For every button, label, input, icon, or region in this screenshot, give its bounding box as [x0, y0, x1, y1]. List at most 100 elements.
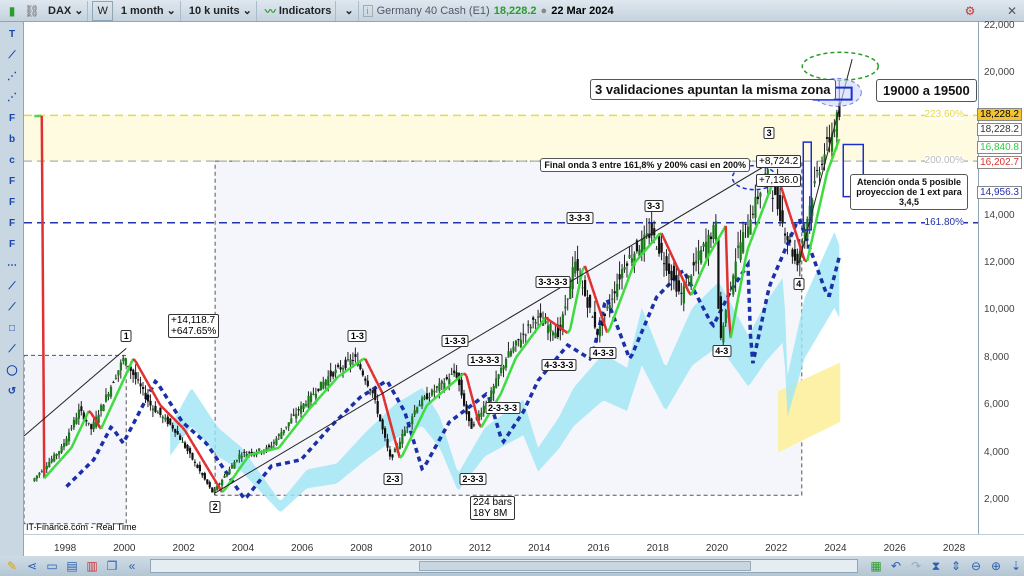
double-left-icon[interactable]: « [128, 559, 136, 573]
fast-ma-segment [810, 227, 816, 240]
drawing-tool-0[interactable]: T [8, 28, 16, 40]
chat-icon[interactable]: ▭ [46, 559, 58, 573]
fast-ma-segment [297, 418, 303, 424]
fast-ma-segment [401, 450, 406, 457]
pencil-icon[interactable]: ✎ [6, 559, 18, 573]
candle-body [430, 389, 434, 396]
candle-body [722, 325, 725, 343]
candle-body [537, 316, 540, 318]
fast-ma-segment [280, 440, 285, 446]
drawing-tool-15[interactable]: ⟋ [8, 343, 16, 355]
drawing-tool-16[interactable]: ◯ [6, 364, 18, 376]
candle-body [833, 129, 836, 132]
close-icon[interactable]: ✕ [1006, 3, 1018, 18]
info-icon[interactable]: i [362, 4, 373, 17]
fast-ma-segment [114, 390, 120, 398]
period-letter[interactable]: W [92, 0, 113, 21]
price-chart[interactable] [23, 22, 978, 534]
fast-ma-segment [183, 429, 189, 436]
wave-label: 4-3-3 [589, 347, 617, 360]
fast-ma-segment [667, 248, 673, 256]
drawing-tool-10[interactable]: F [8, 238, 16, 250]
fast-ma-segment [393, 439, 399, 449]
fast-ma-segment [117, 385, 122, 392]
zoom-in-icon[interactable]: ⊕ [990, 559, 1002, 573]
fast-ma-segment [349, 365, 354, 370]
undo-icon[interactable]: ↶ [890, 559, 902, 573]
candle-body [798, 251, 802, 263]
window-icon[interactable]: ❐ [106, 559, 118, 573]
fast-ma-segment [238, 464, 243, 470]
fast-ma-segment [141, 373, 147, 380]
drawing-tool-13[interactable]: ⟋ [8, 301, 16, 313]
fast-ma-segment [719, 229, 725, 236]
share-icon[interactable]: ⋖ [26, 559, 38, 573]
document-icon[interactable]: ▤ [66, 559, 78, 573]
fast-ma-segment [544, 316, 549, 321]
candle-body [334, 369, 337, 374]
fast-ma-segment [791, 221, 797, 231]
redo-icon[interactable]: ↷ [910, 559, 922, 573]
wave-box [802, 141, 813, 231]
candle-body [433, 390, 436, 393]
price-axis[interactable]: 22,000 20,000 10,000 8,000 6,000 4,000 2,000 14… [977, 20, 1024, 534]
x-tick-label: 2000 [113, 543, 136, 554]
fast-ma-segment [82, 415, 88, 423]
drawing-tool-1[interactable]: ⟋ [8, 49, 16, 61]
drawing-tool-4[interactable]: F [8, 112, 16, 124]
drawing-tool-11[interactable]: ⋯ [7, 259, 17, 271]
drawing-tool-17[interactable]: ↺ [7, 385, 17, 397]
candle-body [248, 452, 251, 454]
horizontal-scrollbar[interactable] [150, 559, 858, 573]
fast-ma-segment [562, 328, 566, 333]
candle-body [818, 171, 821, 176]
zoom-out-icon[interactable]: ⊖ [970, 559, 982, 573]
drawing-tool-9[interactable]: F [8, 217, 16, 229]
zoom-fit-icon[interactable]: ⇕ [950, 559, 962, 573]
drawing-tool-2[interactable]: ⋰ [7, 70, 17, 82]
drawing-tool-7[interactable]: F [8, 175, 16, 187]
candle-body [339, 367, 342, 370]
drawing-tool-5[interactable]: b [8, 133, 16, 145]
time-axis[interactable]: 1998 2000 2002 2004 2006 2008 2010 2012 2014 2016… [24, 534, 1024, 556]
drawing-tool-14[interactable]: □ [8, 322, 16, 334]
fast-ma-segment [660, 232, 666, 240]
candle-body [322, 381, 325, 389]
drawing-tool-6[interactable]: c [9, 154, 15, 166]
indicators-button[interactable]: 〰 Indicators [261, 0, 337, 21]
candle-body [425, 393, 429, 400]
candle-body [386, 438, 389, 448]
candle-tool-icon[interactable]: ⧗ [931, 558, 941, 573]
fast-ma-segment [337, 373, 342, 378]
fast-ma-segment [786, 206, 792, 215]
drawing-tool-12[interactable]: ⟋ [8, 280, 16, 292]
drawing-tool-3[interactable]: ⋰ [7, 91, 17, 103]
indicators-dropdown[interactable]: ⌄ [340, 0, 359, 21]
units-select[interactable]: 10 k units ⌄ [185, 0, 257, 21]
link-icon[interactable]: ⛓ [24, 3, 40, 18]
chart-area[interactable]: 3 validaciones apuntan la misma zona 190… [23, 22, 1016, 546]
symbol-select[interactable]: DAX ⌄ [44, 0, 89, 21]
bar-chart-icon[interactable]: ▥ [86, 559, 98, 573]
candle-body [756, 196, 760, 200]
fast-ma-segment [324, 386, 330, 392]
candlestick-icon[interactable]: ▮ [8, 3, 16, 18]
fast-ma-segment [825, 165, 831, 174]
fast-ma-segment [453, 378, 458, 383]
candle-body [712, 224, 715, 240]
settings-icon[interactable]: ⚙ [964, 3, 976, 18]
scrollbar-thumb[interactable] [419, 561, 752, 571]
fast-ma-segment [134, 360, 140, 367]
fast-ma-segment [136, 365, 142, 371]
fast-ma-segment [99, 422, 105, 430]
drawing-tool-8[interactable]: F [8, 196, 16, 208]
fast-ma-segment [60, 455, 65, 460]
fast-ma-segment [539, 320, 545, 325]
candle-body [825, 137, 829, 139]
calendar-icon[interactable]: ▦ [870, 559, 882, 573]
scale-down-icon[interactable]: ⇣ [1010, 559, 1022, 573]
fast-ma-segment [420, 409, 426, 416]
fast-ma-segment [482, 418, 488, 424]
timeframe-select[interactable]: 1 month ⌄ [117, 0, 181, 21]
candle-body [117, 370, 120, 376]
